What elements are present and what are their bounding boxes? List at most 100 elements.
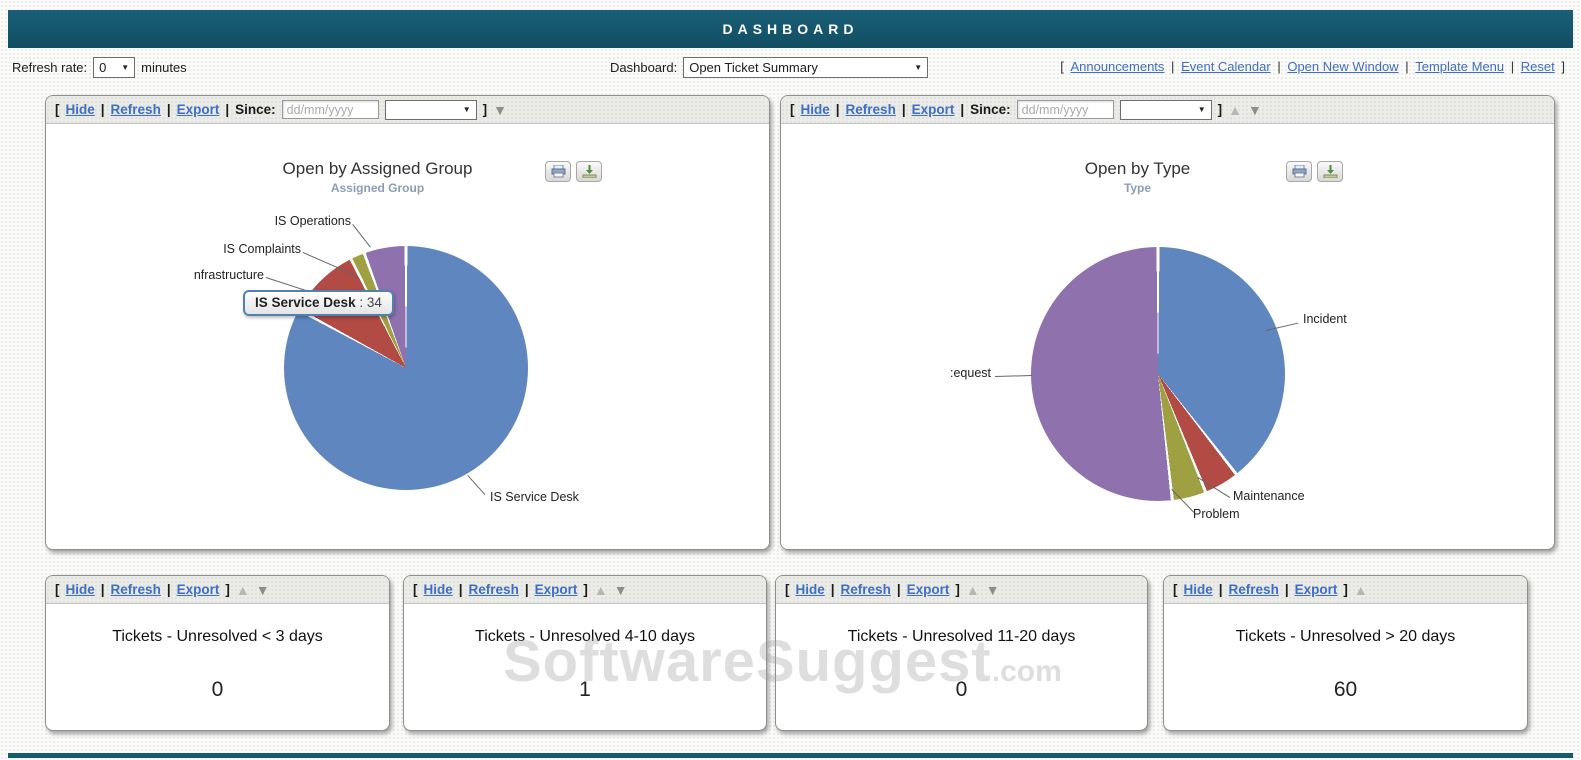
stat-title: Tickets - Unresolved > 20 days <box>1235 628 1456 645</box>
hide-link[interactable]: Hide <box>795 582 825 597</box>
bracket: ] <box>1217 102 1223 117</box>
refresh-rate-label: Refresh rate: <box>12 60 88 75</box>
separator: | <box>100 102 105 117</box>
since-date-input[interactable] <box>281 100 379 119</box>
refresh-link[interactable]: Refresh <box>840 582 891 597</box>
refresh-link[interactable]: Refresh <box>468 582 519 597</box>
pie-label-is-operations: IS Operations <box>274 214 351 228</box>
separator: | <box>100 582 105 597</box>
callout-line <box>467 475 486 495</box>
hide-link[interactable]: Hide <box>423 582 453 597</box>
collapse-down-icon[interactable]: ▼ <box>255 581 270 598</box>
toolbar-links: [ Announcements | Event Calendar | Open … <box>1060 59 1565 74</box>
pie-label-problem: Problem <box>1193 507 1240 521</box>
collapse-up-icon[interactable]: ▲ <box>965 581 980 598</box>
stat-value: 0 <box>211 678 224 701</box>
export-link[interactable]: Export <box>176 582 220 597</box>
printer-icon <box>551 165 565 178</box>
link-event-calendar[interactable]: Event Calendar <box>1181 59 1271 74</box>
panel-open-by-assigned-group: [ Hide | Refresh | Export | Since: ▼ ] ▼… <box>45 95 770 550</box>
export-link[interactable]: Export <box>911 102 955 117</box>
download-icon <box>582 165 596 178</box>
collapse-up-icon[interactable]: ▲ <box>593 581 608 598</box>
hide-link[interactable]: Hide <box>800 102 830 117</box>
download-icon <box>1323 165 1337 178</box>
separator: | <box>1277 59 1281 74</box>
print-button[interactable] <box>1286 161 1312 182</box>
pie-label-maintenance: Maintenance <box>1233 489 1305 503</box>
link-reset[interactable]: Reset <box>1520 59 1555 74</box>
hide-link[interactable]: Hide <box>65 102 95 117</box>
separator: | <box>1510 59 1515 74</box>
pie-label-infrastructure: nfrastructure <box>193 268 264 282</box>
bracket: [ <box>55 582 60 597</box>
collapse-down-icon[interactable]: ▼ <box>493 101 508 118</box>
separator: | <box>225 102 230 117</box>
chart-buttons <box>1286 161 1343 182</box>
collapse-down-icon[interactable]: ▼ <box>613 581 628 598</box>
title-bar: DASHBOARD <box>8 10 1573 48</box>
collapse-down-icon[interactable]: ▼ <box>1248 101 1262 118</box>
chart-area-type: Open by Type Type <box>781 124 1554 549</box>
dashboard-select-group: Dashboard: Open Ticket Summary ▼ <box>610 57 929 78</box>
separator: | <box>960 102 965 117</box>
bracket: ] <box>583 582 588 597</box>
panel-header: [ Hide | Refresh | Export ] ▲ ▼ <box>404 576 766 604</box>
pie-open-by-assigned-group[interactable] <box>284 246 528 490</box>
collapse-down-icon[interactable]: ▼ <box>985 581 1000 598</box>
refresh-rate-select[interactable]: 0 ▼ <box>93 57 136 78</box>
pie-open-by-type[interactable] <box>1031 247 1285 501</box>
refresh-link[interactable]: Refresh <box>845 102 896 117</box>
separator: | <box>896 582 901 597</box>
pie-label-is-service-desk: IS Service Desk <box>490 490 579 504</box>
page-title: DASHBOARD <box>722 21 859 37</box>
panel-header: [ Hide | Refresh | Export | Since: ▼ ] ▲… <box>781 96 1554 124</box>
since-label: Since: <box>970 102 1011 117</box>
separator: | <box>901 102 906 117</box>
download-button[interactable] <box>1317 161 1343 182</box>
refresh-rate-group: Refresh rate: 0 ▼ minutes <box>12 57 187 78</box>
separator: | <box>524 582 529 597</box>
panel-header: [ Hide | Refresh | Export ] ▲ ▼ <box>776 576 1147 604</box>
since-label: Since: <box>235 102 276 117</box>
chevron-down-icon: ▼ <box>1197 105 1206 114</box>
export-link[interactable]: Export <box>534 582 578 597</box>
callout-line <box>352 224 371 248</box>
collapse-up-icon[interactable]: ▲ <box>1228 101 1243 118</box>
separator: | <box>166 582 171 597</box>
chart-area-assigned-group: Open by Assigned Group Assigned Group <box>46 124 769 549</box>
bracket: [ <box>1060 59 1064 74</box>
since-period-select[interactable]: ▼ <box>1119 99 1212 120</box>
collapse-up-icon[interactable]: ▲ <box>1353 581 1368 598</box>
collapse-up-icon[interactable]: ▲ <box>235 581 250 598</box>
refresh-link[interactable]: Refresh <box>110 102 161 117</box>
panel-unresolved-4-10-days: [ Hide | Refresh | Export ] ▲ ▼ Tickets … <box>403 575 767 731</box>
export-link[interactable]: Export <box>1294 582 1338 597</box>
dashboard-select[interactable]: Open Ticket Summary ▼ <box>683 57 929 78</box>
separator: | <box>1218 582 1223 597</box>
export-link[interactable]: Export <box>176 102 220 117</box>
refresh-link[interactable]: Refresh <box>110 582 161 597</box>
pie-tooltip: IS Service Desk : 34 <box>243 290 394 316</box>
link-announcements[interactable]: Announcements <box>1070 59 1165 74</box>
refresh-link[interactable]: Refresh <box>1228 582 1279 597</box>
chart-buttons <box>545 161 602 182</box>
stat-title: Tickets - Unresolved < 3 days <box>112 628 323 645</box>
hide-link[interactable]: Hide <box>65 582 95 597</box>
since-period-select[interactable]: ▼ <box>384 99 477 120</box>
link-open-new-window[interactable]: Open New Window <box>1287 59 1399 74</box>
toolbar: Refresh rate: 0 ▼ minutes Dashboard: Ope… <box>0 52 1581 84</box>
download-button[interactable] <box>576 161 602 182</box>
chevron-down-icon: ▼ <box>914 63 923 72</box>
hide-link[interactable]: Hide <box>1183 582 1213 597</box>
link-template-menu[interactable]: Template Menu <box>1415 59 1505 74</box>
since-date-input[interactable] <box>1016 100 1114 119</box>
refresh-rate-suffix: minutes <box>141 60 187 75</box>
chart-title: Open by Assigned Group <box>282 159 473 178</box>
export-link[interactable]: Export <box>906 582 950 597</box>
stat-value: 0 <box>955 678 968 701</box>
chart-subtitle: Assigned Group <box>330 181 425 195</box>
separator: | <box>458 582 463 597</box>
print-button[interactable] <box>545 161 571 182</box>
stat-value: 60 <box>1333 678 1358 701</box>
